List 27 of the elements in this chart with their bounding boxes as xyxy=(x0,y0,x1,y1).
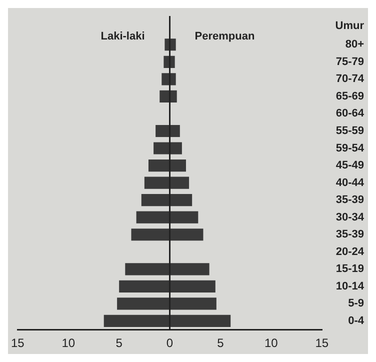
y-tick-label: 80+ xyxy=(345,38,364,51)
y-tick-label: 35-39 xyxy=(336,228,364,241)
x-tick-label: 5 xyxy=(217,336,224,350)
x-tick-label: 15 xyxy=(315,336,329,350)
y-tick-label: 15-19 xyxy=(336,263,364,276)
x-tick-label: 5 xyxy=(116,336,123,350)
y-tick-label: 65-69 xyxy=(336,90,364,102)
y-tick-label: 35-39 xyxy=(336,194,364,206)
y-tick-label: 75-79 xyxy=(336,56,364,68)
y-tick-label: 0-4 xyxy=(348,314,365,327)
y-tick-label: 5-9 xyxy=(348,298,364,310)
y-tick-label: 59-54 xyxy=(336,142,365,154)
y-tick-label: 55-59 xyxy=(336,125,364,138)
series-label: Perempuan xyxy=(194,30,255,43)
x-tick-label: 0 xyxy=(166,336,174,350)
y-tick-label: 30-34 xyxy=(336,211,365,224)
y-tick-label: 20-24 xyxy=(336,246,365,258)
x-tick-label: 10 xyxy=(264,336,278,350)
x-tick-label: 10 xyxy=(62,336,76,350)
y-tick-label: 10-14 xyxy=(336,280,365,292)
series-label: Laki-laki xyxy=(100,30,145,43)
x-tick-label: 15 xyxy=(10,336,25,350)
y-axis-title: Umur xyxy=(335,20,365,32)
y-tick-label: 40-44 xyxy=(336,176,365,189)
y-tick-label: 70-74 xyxy=(336,73,365,86)
y-tick-label: 45-49 xyxy=(336,160,364,172)
y-tick-label: 60-64 xyxy=(336,108,365,120)
